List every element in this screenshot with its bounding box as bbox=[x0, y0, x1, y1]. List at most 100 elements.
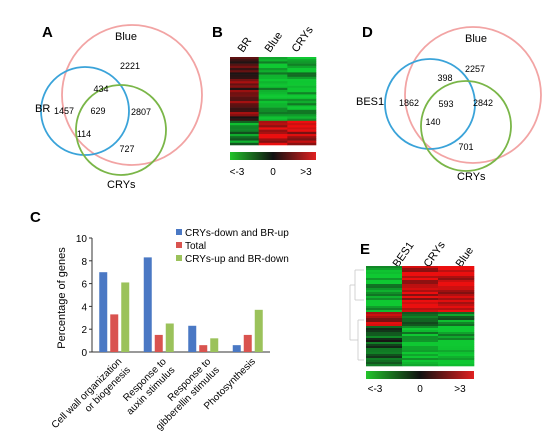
heatmap-cell bbox=[258, 103, 288, 106]
heatmap-cell bbox=[366, 284, 403, 287]
heatmap-cell bbox=[287, 116, 317, 119]
heatmap-cell bbox=[258, 96, 288, 100]
heatmap-cell bbox=[258, 116, 288, 119]
heatmap-cell bbox=[230, 123, 259, 126]
bar bbox=[210, 338, 219, 352]
heatmap-cell bbox=[402, 360, 439, 363]
heatmap-cell bbox=[366, 326, 403, 329]
heatmap-cell bbox=[366, 300, 403, 303]
heatmap-cell bbox=[258, 138, 288, 141]
heatmap-cell bbox=[438, 308, 475, 311]
heatmap-cell bbox=[230, 103, 259, 106]
heatmap-cell bbox=[402, 328, 439, 331]
heatmap-cell bbox=[258, 94, 288, 97]
heatmap-cell bbox=[402, 336, 439, 339]
heatmap-cell bbox=[402, 326, 439, 329]
heatmap-cell bbox=[230, 87, 259, 91]
heatmap-cell bbox=[366, 286, 403, 289]
heatmap-cell bbox=[230, 85, 259, 89]
heatmap-cell bbox=[438, 312, 475, 315]
bar-chart: 0 2 4 6 8 10 Cell wall organizationor biogenes… bbox=[50, 228, 289, 433]
panel-c: C Percentage of genes 0 2 4 6 8 10 Cell wall o… bbox=[30, 209, 289, 433]
heatmap-cell bbox=[438, 332, 475, 335]
heatmap-cell bbox=[287, 57, 317, 60]
heatmap-cell bbox=[402, 338, 439, 341]
heatmap-cell bbox=[230, 107, 259, 111]
heatmap-cell bbox=[366, 312, 403, 315]
venn-d-crys-circle bbox=[420, 80, 512, 172]
heatmap-cell bbox=[366, 314, 403, 317]
bar bbox=[188, 325, 197, 352]
venn-d-blue-circle bbox=[404, 26, 542, 164]
heatmap-b-col-1: BR bbox=[236, 35, 255, 54]
heatmap-cell bbox=[366, 358, 403, 361]
heatmap-cell bbox=[258, 65, 288, 69]
heatmap-cell bbox=[366, 336, 403, 339]
panel-letter-b: B bbox=[212, 24, 223, 41]
venn-br-circle bbox=[40, 66, 130, 156]
heatmap-cell bbox=[438, 306, 475, 309]
x-tick-label: Response toauxin stimulus bbox=[116, 356, 177, 417]
heatmap-cell bbox=[287, 112, 317, 115]
heatmap-cell bbox=[258, 142, 288, 146]
heatmap-cell bbox=[402, 330, 439, 333]
heatmap-cell bbox=[366, 270, 403, 273]
heatmap-cell bbox=[258, 136, 288, 139]
heatmap-cell bbox=[230, 105, 259, 108]
heatmap-cell bbox=[258, 68, 288, 71]
heatmap-cell bbox=[402, 290, 439, 293]
venn-d-count-blue-only: 2257 bbox=[465, 64, 485, 74]
heatmap-cell bbox=[438, 336, 475, 339]
bar bbox=[121, 282, 130, 352]
panel-letter-a: A bbox=[42, 24, 53, 41]
heatmap-cell bbox=[366, 330, 403, 333]
heatmap-cell bbox=[230, 59, 259, 62]
bar bbox=[243, 334, 252, 352]
heatmap-cell bbox=[438, 286, 475, 289]
heatmap-cell bbox=[258, 57, 288, 60]
heatmap-cell bbox=[438, 276, 475, 279]
heatmap-cell bbox=[402, 364, 439, 367]
panel-b: B BR Blue CRYs <-3 0 >3 bbox=[212, 24, 317, 178]
heatmap-cell bbox=[402, 278, 439, 281]
heatmap-cell bbox=[258, 85, 288, 89]
heatmap-cell bbox=[366, 348, 403, 351]
heatmap-cell bbox=[258, 109, 288, 113]
y-tick-label: 8 bbox=[81, 257, 87, 268]
heatmap-cell bbox=[366, 318, 403, 321]
bar bbox=[110, 314, 119, 352]
heatmap-cell bbox=[287, 65, 317, 69]
heatmap-cell bbox=[230, 94, 259, 97]
heatmap-cell bbox=[230, 63, 259, 67]
heatmap-cell bbox=[402, 312, 439, 315]
heatmap-cell bbox=[402, 322, 439, 325]
heatmap-cell bbox=[366, 350, 403, 353]
scale-b-mid: 0 bbox=[270, 167, 276, 178]
heatmap-cell bbox=[258, 125, 288, 128]
heatmap-cell bbox=[402, 298, 439, 301]
heatmap-cell bbox=[258, 123, 288, 126]
heatmap-cell bbox=[438, 340, 475, 343]
scale-b-high: >3 bbox=[300, 167, 312, 178]
panel-letter-c: C bbox=[30, 209, 41, 226]
scale-b-low: <-3 bbox=[230, 167, 245, 178]
heatmap-cell bbox=[402, 284, 439, 287]
dendrogram-e bbox=[349, 269, 364, 361]
heatmap-cell bbox=[258, 134, 288, 137]
heatmap-cell bbox=[287, 63, 317, 67]
heatmap-cell bbox=[287, 70, 317, 73]
legend-label: Total bbox=[185, 241, 206, 252]
heatmap-cell bbox=[366, 282, 403, 285]
heatmap-cell bbox=[287, 123, 317, 126]
heatmap-cell bbox=[287, 103, 317, 106]
heatmap-cell bbox=[402, 332, 439, 335]
bar bbox=[165, 323, 174, 352]
heatmap-cell bbox=[230, 116, 259, 119]
heatmap-cell bbox=[366, 346, 403, 349]
heatmap-cell bbox=[366, 298, 403, 301]
heatmap-b-col-2: Blue bbox=[263, 30, 285, 55]
heatmap-cell bbox=[366, 304, 403, 307]
heatmap-e bbox=[366, 266, 475, 367]
heatmap-cell bbox=[287, 59, 317, 62]
